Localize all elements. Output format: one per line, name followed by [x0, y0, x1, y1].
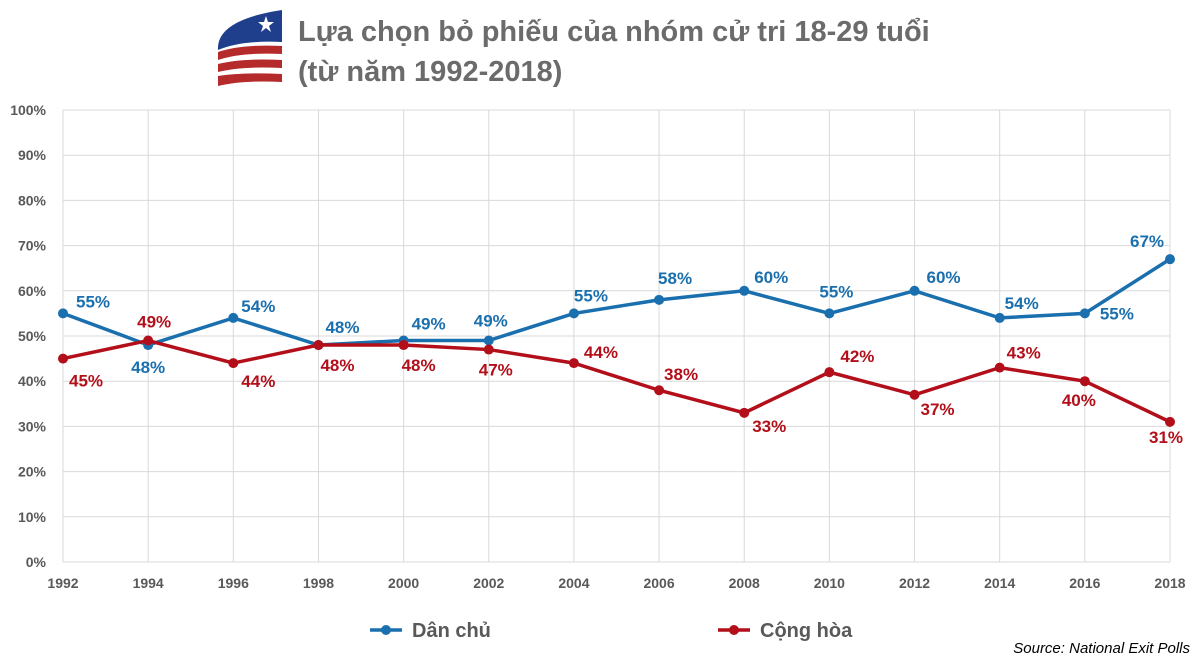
x-tick-label: 2002 — [473, 575, 504, 591]
data-label: 55% — [1100, 304, 1134, 323]
data-label: 55% — [574, 286, 608, 305]
y-tick-label: 100% — [10, 102, 46, 118]
data-point — [824, 367, 835, 378]
data-point — [398, 340, 409, 351]
data-point — [739, 285, 750, 296]
data-label: 44% — [241, 372, 275, 391]
data-label: 60% — [754, 268, 788, 287]
y-tick-label: 40% — [18, 373, 47, 389]
data-point — [909, 389, 920, 400]
data-label: 54% — [241, 297, 275, 316]
data-label: 31% — [1149, 428, 1183, 447]
legend-marker — [729, 625, 739, 635]
data-point — [994, 312, 1005, 323]
data-label: 40% — [1062, 391, 1096, 410]
data-point — [1079, 376, 1090, 387]
y-tick-label: 20% — [18, 464, 47, 480]
data-point — [228, 358, 239, 369]
data-point — [143, 335, 154, 346]
data-point — [58, 308, 68, 319]
data-point — [654, 294, 665, 305]
title-line-2: (từ năm 1992-2018) — [298, 56, 563, 88]
legend-label: Cộng hòa — [760, 620, 853, 642]
data-point — [909, 285, 920, 296]
x-tick-label: 2016 — [1069, 575, 1100, 591]
title-line-1: Lựa chọn bỏ phiếu của nhóm cử tri 18-29 … — [298, 16, 930, 48]
data-label: 49% — [412, 315, 446, 334]
data-label: 44% — [584, 343, 618, 362]
x-tick-label: 1998 — [303, 575, 334, 591]
x-tick-label: 2006 — [643, 575, 674, 591]
data-label: 48% — [320, 356, 354, 375]
x-tick-label: 2012 — [899, 575, 930, 591]
y-tick-label: 90% — [18, 147, 47, 163]
data-label: 48% — [402, 356, 436, 375]
data-label: 49% — [474, 312, 508, 331]
data-label: 45% — [69, 372, 103, 391]
data-point — [1165, 254, 1175, 265]
data-point — [568, 358, 579, 369]
data-label: 37% — [921, 400, 955, 419]
chart-title: Lựa chọn bỏ phiếu của nhóm cử tri 18-29 … — [298, 12, 930, 92]
data-point — [143, 340, 154, 351]
data-label: 67% — [1130, 232, 1164, 251]
y-tick-label: 30% — [18, 418, 47, 434]
series-line-dan-chu — [62, 257, 1171, 347]
data-label: 55% — [819, 282, 853, 301]
legend-label: Dân chủ — [412, 620, 491, 642]
data-point — [228, 312, 239, 323]
data-label: 47% — [479, 361, 513, 380]
data-point — [739, 407, 750, 418]
x-tick-label: 2008 — [729, 575, 760, 591]
data-point — [1165, 416, 1175, 427]
x-tick-label: 1996 — [218, 575, 249, 591]
legend-marker — [381, 625, 391, 635]
data-label: 55% — [76, 292, 110, 311]
data-point — [1079, 308, 1090, 319]
data-label: 49% — [137, 313, 171, 332]
flag-logo-icon — [217, 10, 282, 86]
data-point — [313, 340, 324, 351]
data-point — [313, 340, 324, 351]
x-tick-label: 2018 — [1154, 575, 1185, 591]
data-label: 48% — [131, 358, 165, 377]
y-tick-label: 50% — [18, 328, 47, 344]
x-tick-label: 1994 — [133, 575, 164, 591]
data-point — [483, 335, 494, 346]
data-point — [483, 344, 494, 355]
data-label: 48% — [325, 318, 359, 337]
x-tick-label: 2010 — [814, 575, 845, 591]
data-label: 43% — [1007, 344, 1041, 363]
y-tick-label: 70% — [18, 238, 47, 254]
x-tick-label: 2000 — [388, 575, 419, 591]
data-point — [58, 353, 68, 364]
x-tick-label: 2014 — [984, 575, 1015, 591]
source-note: Source: National Exit Polls — [1013, 640, 1190, 657]
x-tick-label: 1992 — [47, 575, 78, 591]
y-tick-label: 10% — [18, 509, 47, 525]
y-tick-label: 60% — [18, 283, 47, 299]
x-tick-label: 2004 — [558, 575, 589, 591]
data-point — [994, 362, 1005, 373]
data-point — [568, 308, 579, 319]
data-label: 58% — [658, 269, 692, 288]
data-point — [824, 308, 835, 319]
data-label: 33% — [752, 417, 786, 436]
data-label: 60% — [927, 268, 961, 287]
y-tick-label: 80% — [18, 192, 47, 208]
y-tick-label: 0% — [26, 554, 47, 570]
data-point — [654, 385, 665, 396]
data-label: 54% — [1005, 294, 1039, 313]
data-label: 42% — [840, 347, 874, 366]
series-line-cong-hoa — [62, 338, 1171, 424]
data-label: 38% — [664, 365, 698, 384]
data-point — [398, 335, 409, 346]
